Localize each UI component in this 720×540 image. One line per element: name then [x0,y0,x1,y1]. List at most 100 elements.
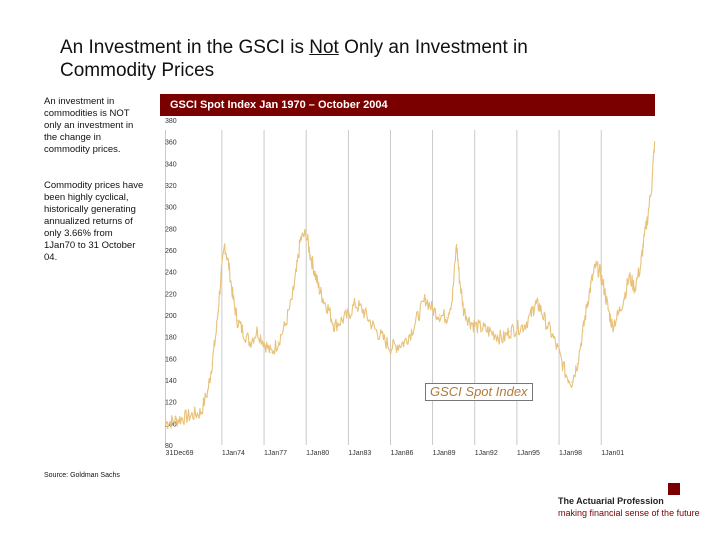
data-point [340,319,342,322]
x-tick-label: 1Jan74 [222,450,245,457]
data-point [432,308,434,311]
data-point [284,325,286,327]
y-tick-label: 180 [165,335,177,342]
y-tick-label: 160 [165,356,177,363]
data-point [256,330,258,332]
data-point [599,271,601,273]
data-point [586,303,588,305]
data-point [628,276,630,278]
brand-title: The Actuarial Profession [558,496,664,506]
data-point [534,303,536,305]
data-point [314,271,316,273]
x-tick-label: 1Jan01 [601,450,624,457]
data-point [299,238,302,240]
logo-square-icon [668,483,680,495]
data-point [642,243,644,246]
data-point [219,281,222,284]
data-point [488,330,490,332]
data-point [368,319,371,322]
data-point [590,281,592,284]
x-tick-label: 1Jan89 [433,450,456,457]
slide-title: An Investment in the GSCI is Not Only an… [60,37,528,81]
data-point [224,243,226,246]
data-point [200,411,202,414]
data-point [603,287,605,289]
data-point [634,287,636,289]
data-point [571,381,573,383]
data-point [646,216,649,219]
brand-tagline: making financial sense of the future [558,508,700,518]
data-point [263,341,265,343]
data-point [249,341,251,343]
data-point [295,271,297,273]
data-point [502,338,504,340]
data-point [474,325,476,327]
data-point [558,352,560,354]
y-tick-label: 120 [165,400,177,407]
data-point [439,314,441,316]
data-point [172,420,174,422]
y-tick-label: 140 [165,378,177,385]
data-point [228,265,230,267]
source-note: Source: Goldman Sachs [44,472,120,479]
x-tick-label: 1Jan92 [475,450,498,457]
x-tick-label: 1Jan95 [517,450,540,457]
data-point [462,308,465,311]
data-point [328,308,330,311]
data-point [354,303,356,305]
data-point [403,341,406,343]
data-point [270,352,272,354]
data-point [446,316,448,318]
data-point [211,363,213,365]
data-point [232,298,234,300]
data-point [455,243,458,246]
data-point [396,344,399,346]
title-emphasis: Not [309,37,339,58]
data-point [389,346,392,349]
x-tick-label: 1Jan98 [559,450,582,457]
y-tick-label: 300 [165,205,177,212]
y-tick-label: 320 [165,183,177,190]
data-point [242,330,244,332]
data-point [215,330,217,332]
data-point [186,416,188,418]
data-point [582,330,584,332]
y-tick-label: 200 [165,313,177,320]
data-point [651,184,653,186]
x-tick-label: 1Jan77 [264,450,287,457]
data-point [333,325,335,327]
chart-title: GSCI Spot Index Jan 1970 – October 2004 [160,94,655,116]
data-point [551,333,553,336]
data-point [565,373,567,376]
data-point [458,276,460,278]
y-tick-label: 260 [165,248,177,255]
data-point [576,363,578,365]
data-point [207,390,209,392]
data-point [305,233,307,235]
data-point [451,298,453,300]
data-point [509,330,511,332]
data-point [611,325,614,327]
data-point [495,333,497,336]
data-point [607,308,609,311]
data-point [516,327,518,329]
data-point [523,325,525,327]
data-point [481,327,483,329]
data-point [623,298,625,300]
data-point [653,141,656,143]
x-tick-label: 31Dec69 [166,450,194,457]
data-point [538,305,540,307]
data-point [179,418,181,420]
data-point [318,287,320,289]
y-tick-label: 240 [165,270,177,277]
data-point [530,314,532,316]
side-note-returns: Commodity prices have been highly cyclic… [44,180,144,263]
x-tick-label: 1Jan86 [390,450,413,457]
y-tick-label: 220 [165,291,177,298]
data-point [417,314,420,316]
data-point [382,338,385,340]
legend-label: GSCI Spot Index [425,383,533,401]
side-note-investment: An investment in commodities is NOT only… [44,96,134,155]
data-point [361,308,363,311]
